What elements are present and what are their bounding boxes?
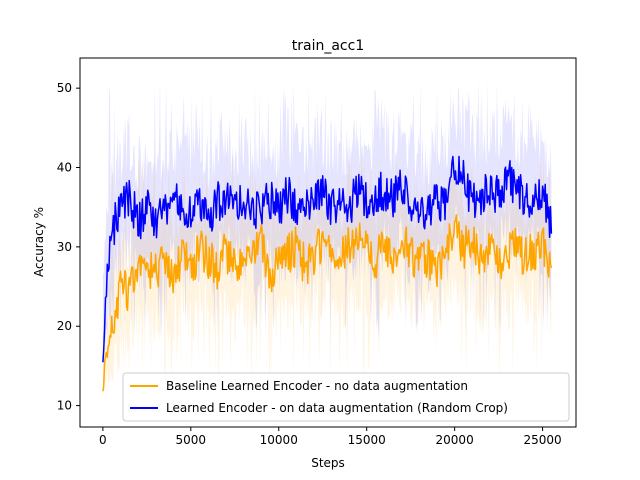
y-tick-label: 10 xyxy=(57,399,72,413)
legend: Baseline Learned Encoder - no data augme… xyxy=(123,373,569,421)
y-tick-label: 50 xyxy=(57,81,72,95)
y-tick-label: 40 xyxy=(57,161,72,175)
y-axis-label: Accuracy % xyxy=(32,207,46,277)
y-tick-label: 30 xyxy=(57,240,72,254)
x-tick-label: 10000 xyxy=(260,433,298,447)
legend-label-baseline: Baseline Learned Encoder - no data augme… xyxy=(166,379,468,393)
x-tick-label: 20000 xyxy=(436,433,474,447)
chart-title: train_acc1 xyxy=(292,38,364,54)
x-tick-label: 15000 xyxy=(348,433,386,447)
x-tick-label: 0 xyxy=(99,433,107,447)
y-tick-label: 20 xyxy=(57,319,72,333)
x-tick-label: 25000 xyxy=(523,433,561,447)
x-axis-label: Steps xyxy=(311,456,345,470)
x-tick-label: 5000 xyxy=(176,433,207,447)
legend-label-random-crop: Learned Encoder - on data augmentation (… xyxy=(166,401,508,415)
